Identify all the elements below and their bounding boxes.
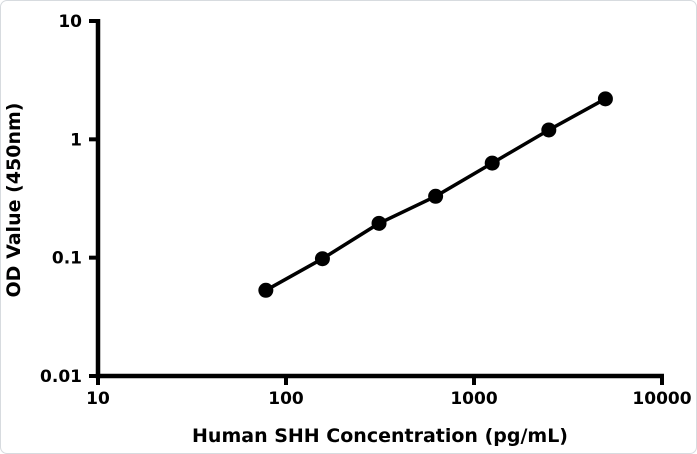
data-point-marker [484,155,500,171]
y-tick-label: 1 [70,130,82,150]
data-point-marker [258,282,274,298]
data-point-marker [314,251,330,267]
x-tick-label: 10 [86,389,110,409]
y-tick-label: 0.01 [40,367,82,387]
x-tick-label: 1000 [450,389,497,409]
y-tick-label: 0.1 [52,249,82,269]
data-point-marker [597,91,613,107]
y-tick-label: 10 [58,12,82,32]
y-axis-title: OD Value (450nm) [3,102,25,298]
data-point-marker [541,122,557,138]
x-tick-label: 100 [268,389,304,409]
data-point-marker [428,188,444,204]
data-point-marker [371,215,387,231]
x-axis-title: Human SHH Concentration (pg/mL) [192,425,568,447]
x-tick-label: 10000 [632,389,691,409]
